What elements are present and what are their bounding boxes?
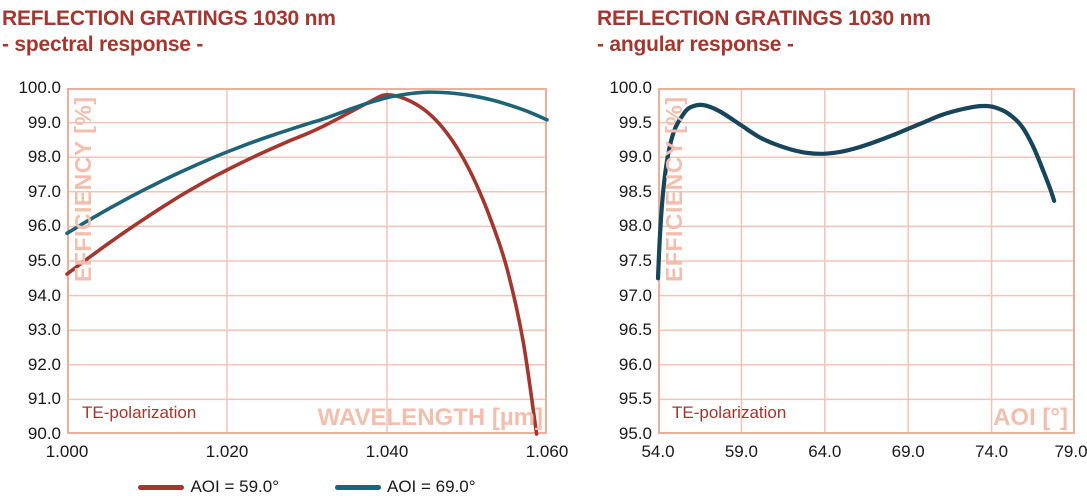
y-tick-label: 99.0 xyxy=(618,147,652,167)
y-tick-label: 97.5 xyxy=(618,251,652,270)
plot-area-angular xyxy=(655,88,1075,434)
x-tick-label: 64.0 xyxy=(808,442,842,461)
y-tick-label: 98.0 xyxy=(27,147,61,167)
x-tick-label: 1.040 xyxy=(365,442,409,461)
x-tick-label: 74.0 xyxy=(975,442,1009,461)
y-tick-label: 98.0 xyxy=(618,216,652,236)
y-axis-ticks-angular: 100.0 99.5 99.0 98.5 98.0 97.5 97.0 96.5 96.0 95.… xyxy=(594,79,652,443)
y-tick-label: 97.0 xyxy=(27,181,61,201)
y-tick-label: 95.0 xyxy=(27,251,61,270)
y-axis-label-spectral: EFFICIENCY [%] xyxy=(70,96,96,282)
y-tick-label: 95.5 xyxy=(618,389,652,409)
y-tick-label: 94.0 xyxy=(27,285,61,305)
y-tick-label: 96.0 xyxy=(27,216,61,236)
x-tick-label: 1.000 xyxy=(45,442,89,461)
legend-swatch-red xyxy=(138,484,185,490)
legend: AOI = 59.0° AOI = 69.0° xyxy=(67,477,547,497)
y-tick-label: 99.5 xyxy=(618,112,652,132)
y-tick-label: 90.0 xyxy=(27,424,61,443)
legend-swatch-teal xyxy=(335,484,381,490)
subtitle-line: - spectral response - xyxy=(2,33,204,56)
x-axis-label-spectral: WAVELENGTH [µm] xyxy=(317,404,543,431)
y-tick-label: 96.5 xyxy=(618,320,652,340)
y-tick-label: 92.0 xyxy=(27,354,61,374)
y-axis-ticks-spectral: 100.0 99.0 98.0 97.0 96.0 95.0 94.0 93.0 92.0 91.… xyxy=(3,79,61,443)
x-tick-label: 1.020 xyxy=(205,442,249,461)
y-tick-label: 96.0 xyxy=(618,354,652,374)
plot-area-spectral xyxy=(65,88,549,436)
polarization-note-angular: TE-polarization xyxy=(672,403,787,422)
chart-title-spectral: REFLECTION GRATINGS 1030 nm - spectral r… xyxy=(2,6,336,58)
chart-title-angular: REFLECTION GRATINGS 1030 nm - angular re… xyxy=(597,6,931,58)
x-tick-label: 59.0 xyxy=(724,442,758,461)
x-axis-ticks-spectral: 1.000 1.020 1.040 1.060 xyxy=(46,442,569,462)
y-axis-label-angular: EFFICIENCY [%] xyxy=(661,96,687,282)
legend-label-aoi-59: AOI = 59.0° xyxy=(190,477,279,496)
x-axis-label-angular: AOI [°] xyxy=(993,404,1068,431)
title-line: REFLECTION GRATINGS 1030 nm xyxy=(597,7,931,30)
x-tick-label: 1.060 xyxy=(525,442,569,461)
x-tick-label: 69.0 xyxy=(891,442,925,461)
legend-item-aoi-59: AOI = 59.0° xyxy=(138,477,279,497)
title-line: REFLECTION GRATINGS 1030 nm xyxy=(2,7,336,30)
y-tick-label: 97.0 xyxy=(618,285,652,305)
x-tick-label: 79.0 xyxy=(1054,442,1087,461)
subtitle-line: - angular response - xyxy=(597,33,794,56)
legend-label-aoi-69: AOI = 69.0° xyxy=(387,477,476,496)
y-tick-label: 91.0 xyxy=(27,389,61,409)
y-tick-label: 95.0 xyxy=(618,424,652,443)
y-tick-label: 100.0 xyxy=(18,78,61,97)
y-tick-label: 93.0 xyxy=(27,320,61,340)
y-tick-label: 100.0 xyxy=(609,78,652,97)
y-tick-label: 98.5 xyxy=(618,181,652,201)
legend-item-aoi-69: AOI = 69.0° xyxy=(335,477,476,497)
y-tick-label: 99.0 xyxy=(27,112,61,132)
x-tick-label: 54.0 xyxy=(641,442,675,461)
x-axis-ticks-angular: 54.0 59.0 64.0 69.0 74.0 79.0 xyxy=(641,442,1087,462)
polarization-note-spectral: TE-polarization xyxy=(82,403,197,422)
